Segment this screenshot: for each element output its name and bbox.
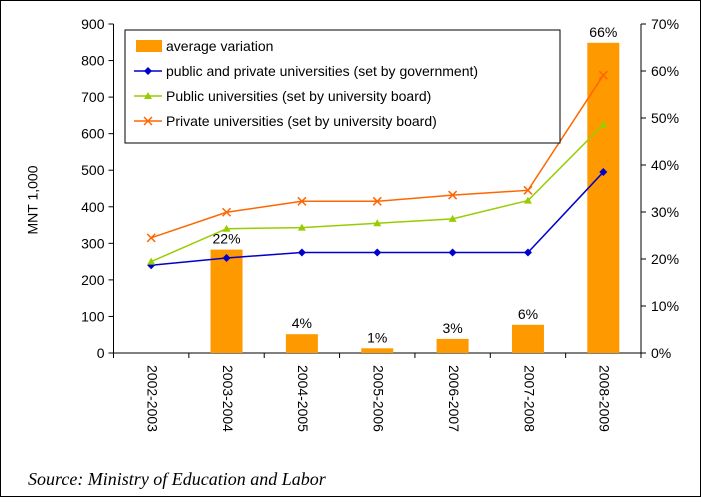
x-tick-label: 2003-2004 xyxy=(220,365,236,432)
data-label: 4% xyxy=(292,315,312,331)
marker xyxy=(373,219,382,227)
marker xyxy=(297,223,306,231)
legend-box xyxy=(124,29,561,144)
bar xyxy=(511,324,544,353)
marker xyxy=(146,233,156,243)
y-tick-label: 800 xyxy=(81,53,105,69)
marker xyxy=(448,190,458,200)
marker xyxy=(297,248,306,257)
y-tick-label: 600 xyxy=(81,126,105,142)
data-label: 22% xyxy=(213,231,241,247)
data-label: 3% xyxy=(442,320,462,336)
marker xyxy=(599,168,608,177)
legend-label: Private universities (set by university … xyxy=(166,113,437,129)
marker xyxy=(523,248,532,257)
x-tick-label: 2005-2006 xyxy=(371,365,387,432)
legend-label: Public universities (set by university b… xyxy=(166,88,431,104)
marker xyxy=(372,196,382,206)
bar xyxy=(361,348,394,353)
y-tick-label: 900 xyxy=(81,16,105,32)
y2-tick-label: 10% xyxy=(651,298,679,314)
data-label: 1% xyxy=(367,329,387,345)
marker xyxy=(222,224,231,232)
y2-tick-label: 40% xyxy=(651,157,679,173)
marker xyxy=(144,67,152,75)
y2-tick-label: 30% xyxy=(651,204,679,220)
marker xyxy=(222,253,231,262)
x-tick-label: 2002-2003 xyxy=(144,365,160,432)
x-tick-label: 2007-2008 xyxy=(521,365,537,432)
marker xyxy=(448,248,457,257)
legend-label: public and private universities (set by … xyxy=(166,63,478,79)
y2-tick-label: 70% xyxy=(651,16,679,32)
marker xyxy=(599,120,608,128)
bar xyxy=(436,338,469,353)
y-tick-label: 100 xyxy=(81,308,105,324)
marker xyxy=(598,70,608,80)
legend-swatch xyxy=(136,40,162,52)
marker xyxy=(144,92,152,99)
marker xyxy=(373,248,382,257)
legend-label: average variation xyxy=(166,38,273,54)
marker xyxy=(147,257,156,265)
source: Source: Ministry of Education and Labor xyxy=(28,469,327,489)
x-tick-label: 2008-2009 xyxy=(597,365,613,432)
y2-tick-label: 0% xyxy=(651,345,671,361)
y2-tick-label: 50% xyxy=(651,110,679,126)
marker xyxy=(523,196,532,204)
y-tick-label: 400 xyxy=(81,199,105,215)
y-axis-label: MNT 1,000 xyxy=(25,165,41,234)
bar xyxy=(285,334,318,353)
marker xyxy=(523,185,533,195)
y-tick-label: 500 xyxy=(81,162,105,178)
y-tick-label: 0 xyxy=(97,345,105,361)
x-tick-label: 2006-2007 xyxy=(446,365,462,432)
y2-tick-label: 60% xyxy=(651,63,679,79)
marker xyxy=(448,214,457,222)
y2-tick-label: 20% xyxy=(651,251,679,267)
marker xyxy=(297,196,307,206)
bar xyxy=(587,42,620,354)
data-label: 66% xyxy=(589,24,617,40)
y-tick-label: 700 xyxy=(81,89,105,105)
data-label: 6% xyxy=(518,306,538,322)
marker xyxy=(143,116,153,126)
legend: average variation public and private univ… xyxy=(124,29,561,144)
x-tick-label: 2004-2005 xyxy=(295,365,311,432)
y-tick-label: 300 xyxy=(81,235,105,251)
bar xyxy=(210,249,243,353)
marker xyxy=(222,207,232,217)
y-tick-label: 200 xyxy=(81,272,105,288)
